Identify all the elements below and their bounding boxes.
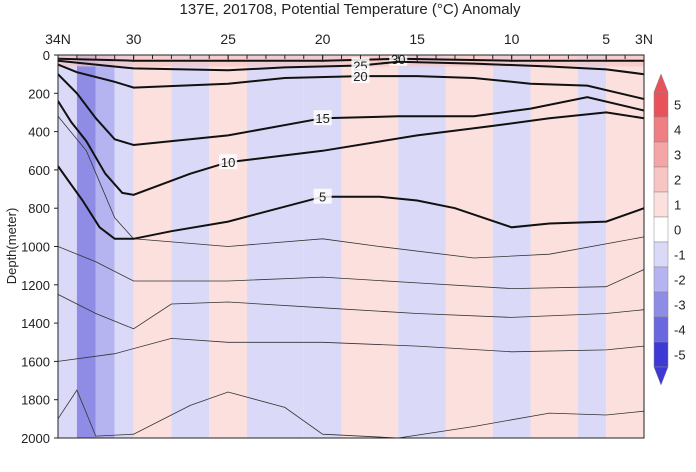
y-axis-label: Depth(meter) [4,208,19,285]
colorbar-top-arrow [653,73,669,93]
contour-label: 10 [221,155,235,170]
contour-label-bg [351,68,370,84]
contour-label: 5 [319,190,326,205]
colorbar-swatch [653,316,669,343]
y-tick-label: 0 [43,48,50,63]
colorbar-label: 2 [674,173,681,188]
thin-contour [58,337,644,362]
y-tick-label: 400 [28,125,50,140]
colorbar-label: 1 [674,198,681,213]
chart-title: 137E, 201708, Potential Temperature (°C)… [180,1,521,18]
anomaly-band [114,55,134,438]
y-tick-label: 2000 [21,431,50,446]
contour-label-bg [313,188,332,204]
x-tick-label: 30 [126,31,142,47]
y-tick-label: 1000 [21,240,50,255]
thin-contour [58,389,644,438]
anomaly-band [606,55,644,438]
colorbar-label: -1 [674,248,686,263]
thin-contour [58,246,644,290]
colorbar-swatch [653,116,669,143]
x-tick-label: 3N [635,31,653,47]
x-tick-label: 20 [315,31,331,47]
colorbar-swatch [653,291,669,318]
colorbar-label: 0 [674,223,681,238]
colorbar-swatch [653,216,669,243]
y-tick-label: 1600 [21,354,50,369]
anomaly-band [341,55,399,438]
anomaly-band [530,55,578,438]
contour-line [58,100,644,196]
anomaly-band [445,55,493,438]
anomaly-band [247,55,304,438]
y-tick-label: 1400 [21,316,50,331]
x-tick-label: 34N [45,31,71,47]
y-axis: 0 200 400 600 800 1000 1200 1400 1600 1800 2000 [21,48,58,446]
colorbar-swatch [653,241,669,268]
x-axis: 34N 30 25 20 15 10 5 3N [45,31,653,62]
anomaly-band [171,55,210,438]
colorbar-swatch [653,91,669,118]
colorbar-label: 4 [674,123,681,138]
contour-label-bg [219,154,238,170]
colorbar-label: -2 [674,273,686,288]
contour-line [58,63,644,100]
y-tick-label: 600 [28,163,50,178]
y-tick-label: 1800 [21,393,50,408]
x-tick-label: 5 [602,31,610,47]
colorbar-swatch [653,341,669,368]
anomaly-band [76,55,96,438]
y-tick-label: 200 [28,86,50,101]
x-tick-label: 25 [220,31,236,47]
y-tick-label: 1200 [21,278,50,293]
contour-label: 20 [353,69,367,84]
colorbar-label: 3 [674,148,681,163]
colorbar-bottom-arrow [653,366,669,386]
colorbar-label: 5 [674,98,681,113]
colorbar-swatch [653,166,669,193]
anomaly-band [133,55,172,438]
colorbar-label: -4 [674,323,686,338]
x-tick-label: 10 [504,31,520,47]
anomaly-band [398,55,446,438]
contour-line [58,73,644,147]
contour-line [58,165,644,240]
colorbar-label: -5 [674,348,686,363]
contour-label-bg [313,110,332,126]
thin-contour [58,294,644,330]
y-tick-label: 800 [28,201,50,216]
anomaly-band [58,55,77,438]
contour-label: 15 [315,111,329,126]
colorbar-swatch [653,191,669,218]
colorbar-swatch [653,141,669,168]
contour-label: 30 [391,52,405,67]
x-tick-label: 15 [409,31,425,47]
colorbar: 5 4 3 2 1 0 -1 -2 -3 -4 -5 [653,73,686,386]
anomaly-band [95,55,115,438]
colorbar-swatch [653,266,669,293]
contour-label-bg [389,55,408,66]
colorbar-label: -3 [674,298,686,313]
thin-contour [58,116,644,259]
anomaly-band [492,55,531,438]
